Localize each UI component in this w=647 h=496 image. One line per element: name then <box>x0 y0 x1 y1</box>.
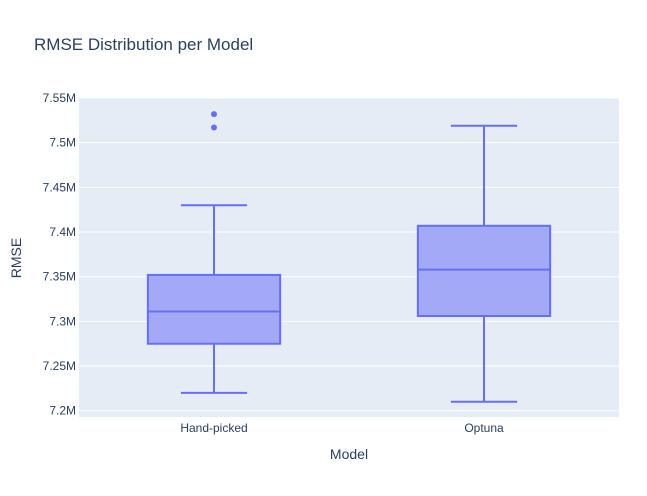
y-tick-label: 7.55M <box>43 91 76 105</box>
y-tick-label: 7.35M <box>43 270 76 284</box>
outlier-point <box>211 111 217 118</box>
x-axis-title: Model <box>330 446 368 462</box>
iqr-box <box>416 224 552 318</box>
y-tick-label: 7.2M <box>49 404 76 418</box>
box-hand-picked <box>146 111 282 394</box>
y-axis-title: RMSE <box>8 238 24 278</box>
y-tick-label: 7.4M <box>49 225 76 239</box>
x-tick-label: Hand-picked <box>180 421 247 435</box>
box-optuna <box>416 124 552 403</box>
x-tick-label: Optuna <box>464 421 504 435</box>
y-tick-label: 7.5M <box>49 136 76 150</box>
y-tick-label: 7.45M <box>43 180 76 194</box>
outlier-point <box>211 124 217 131</box>
iqr-box <box>146 273 282 345</box>
chart-title: RMSE Distribution per Model <box>34 35 253 54</box>
y-tick-labels: 7.2M 7.25M 7.3M 7.35M 7.4M 7.45M 7.5M 7.55M <box>43 91 76 418</box>
x-tick-labels: Hand-picked Optuna <box>180 421 504 435</box>
y-tick-label: 7.25M <box>43 359 76 373</box>
y-tick-label: 7.3M <box>49 314 76 328</box>
box-plots <box>146 111 552 403</box>
